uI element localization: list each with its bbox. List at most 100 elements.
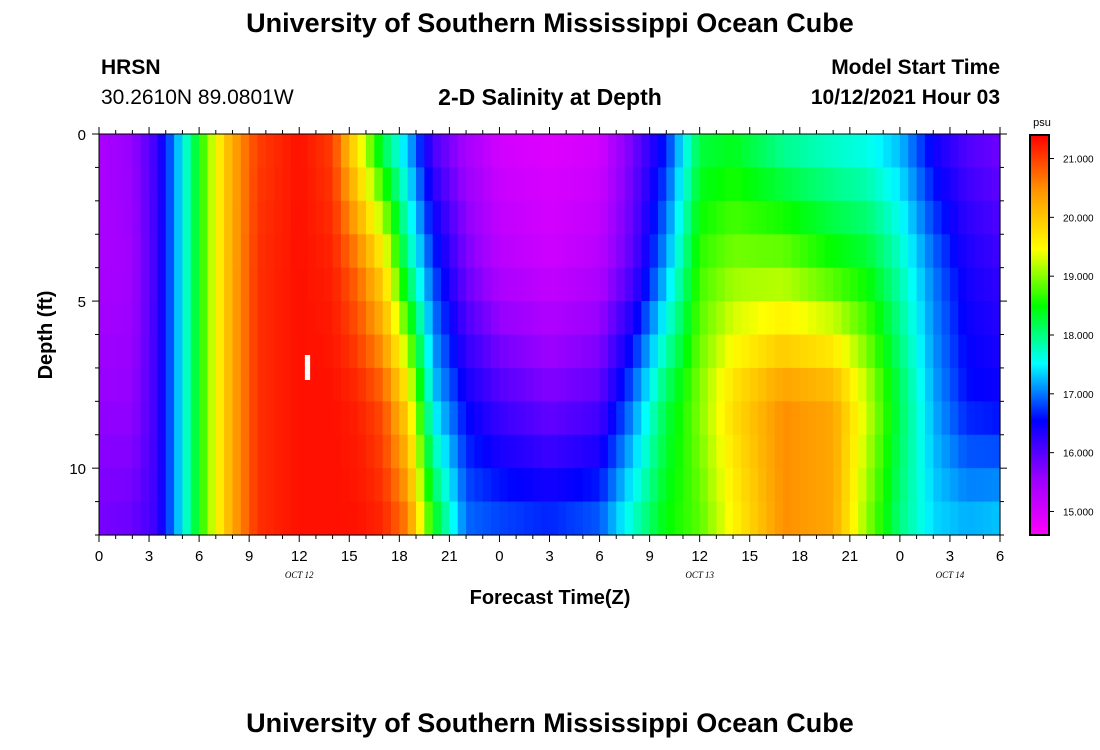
heatmap-cell: [407, 401, 417, 436]
heatmap-cell: [466, 200, 476, 235]
heatmap-cell: [924, 367, 934, 402]
chart-subtitle: 2-D Salinity at Depth: [438, 84, 662, 110]
heatmap-cell: [799, 234, 809, 269]
heatmap-cell: [824, 434, 834, 469]
heatmap-cell: [407, 167, 417, 202]
heatmap-cell: [549, 134, 559, 169]
heatmap-cell: [908, 301, 918, 336]
heatmap-cell: [708, 468, 717, 503]
station-name: HRSN: [101, 56, 161, 79]
heatmap-cell: [282, 501, 292, 536]
heatmap-cell: [716, 401, 726, 436]
heatmap-cell: [541, 200, 551, 235]
heatmap-cell: [441, 301, 450, 336]
heatmap-cell: [466, 501, 476, 536]
heatmap-cell: [841, 401, 851, 436]
heatmap-cell: [290, 401, 300, 436]
heatmap-cell: [140, 468, 150, 503]
heatmap-cell: [574, 134, 584, 169]
heatmap-cell: [966, 401, 976, 436]
heatmap-cell: [541, 468, 551, 503]
heatmap-cell: [174, 167, 184, 202]
heatmap-cell: [374, 401, 384, 436]
heatmap-cell: [924, 200, 934, 235]
heatmap-cell: [349, 301, 359, 336]
heatmap-cell: [766, 501, 776, 536]
heatmap-cell: [107, 367, 117, 402]
heatmap-cell: [591, 468, 601, 503]
heatmap-cell: [165, 468, 175, 503]
heatmap-cell: [749, 234, 759, 269]
heatmap-cell: [516, 501, 526, 536]
heatmap-cell: [307, 367, 317, 402]
heatmap-cell: [874, 234, 884, 269]
heatmap-cell: [924, 468, 934, 503]
heatmap-cell: [966, 267, 976, 302]
heatmap-cell: [724, 267, 734, 302]
heatmap-cell: [124, 267, 133, 302]
heatmap-cell: [507, 334, 517, 369]
heatmap-cell: [357, 334, 367, 369]
heatmap-cell: [332, 334, 342, 369]
heatmap-cell: [666, 367, 676, 402]
heatmap-cell: [115, 401, 125, 436]
heatmap-cell: [516, 468, 526, 503]
heatmap-cell: [641, 334, 651, 369]
heatmap-cell: [224, 267, 234, 302]
heatmap-cell: [649, 301, 659, 336]
heatmap-cell: [549, 301, 559, 336]
heatmap-cell: [157, 167, 167, 202]
heatmap-cell: [866, 367, 876, 402]
heatmap-cell: [340, 334, 350, 369]
heatmap-cell: [390, 501, 400, 536]
heatmap-cell: [666, 301, 676, 336]
heatmap-cell: [224, 234, 234, 269]
heatmap-cell: [983, 468, 993, 503]
heatmap-cell: [607, 267, 617, 302]
heatmap-cell: [157, 334, 167, 369]
heatmap-cell: [624, 367, 634, 402]
heatmap-cell: [365, 267, 375, 302]
heatmap-cell: [232, 367, 242, 402]
heatmap-cell: [591, 167, 601, 202]
heatmap-cell: [149, 367, 158, 402]
heatmap-cell: [791, 468, 801, 503]
heatmap-cell: [332, 501, 342, 536]
heatmap-cell: [599, 167, 609, 202]
heatmap-cell: [416, 134, 425, 169]
heatmap-cell: [99, 501, 108, 536]
heatmap-cell: [616, 234, 626, 269]
heatmap-cell: [599, 501, 609, 536]
heatmap-cell: [165, 200, 175, 235]
heatmap-cell: [908, 234, 918, 269]
heatmap-cell: [607, 367, 617, 402]
heatmap-cell: [649, 200, 659, 235]
heatmap-cell: [749, 367, 759, 402]
x-tick-label: 9: [245, 548, 253, 565]
heatmap-cell: [449, 200, 459, 235]
heatmap-cell: [207, 401, 217, 436]
x-tick-label: 12: [291, 548, 308, 565]
heatmap-cell: [908, 267, 918, 302]
heatmap-cell: [207, 167, 217, 202]
heatmap-cell: [607, 134, 617, 169]
heatmap-cell: [457, 134, 467, 169]
heatmap-cell: [407, 501, 417, 536]
heatmap-cell: [783, 234, 793, 269]
heatmap-cell: [791, 501, 801, 536]
heatmap-cell: [432, 501, 442, 536]
heatmap-cell: [390, 468, 400, 503]
heatmap-cell: [899, 134, 909, 169]
heatmap-cell: [682, 234, 692, 269]
heatmap-cell: [599, 468, 609, 503]
heatmap-cell: [607, 200, 617, 235]
heatmap-cell: [174, 401, 184, 436]
heatmap-cell: [257, 401, 267, 436]
heatmap-cell: [733, 501, 742, 536]
heatmap-cell: [941, 301, 951, 336]
heatmap-cell: [983, 367, 993, 402]
heatmap-cell: [641, 267, 651, 302]
heatmap-cell: [274, 167, 284, 202]
heatmap-cell: [716, 501, 726, 536]
heatmap-cell: [833, 167, 843, 202]
